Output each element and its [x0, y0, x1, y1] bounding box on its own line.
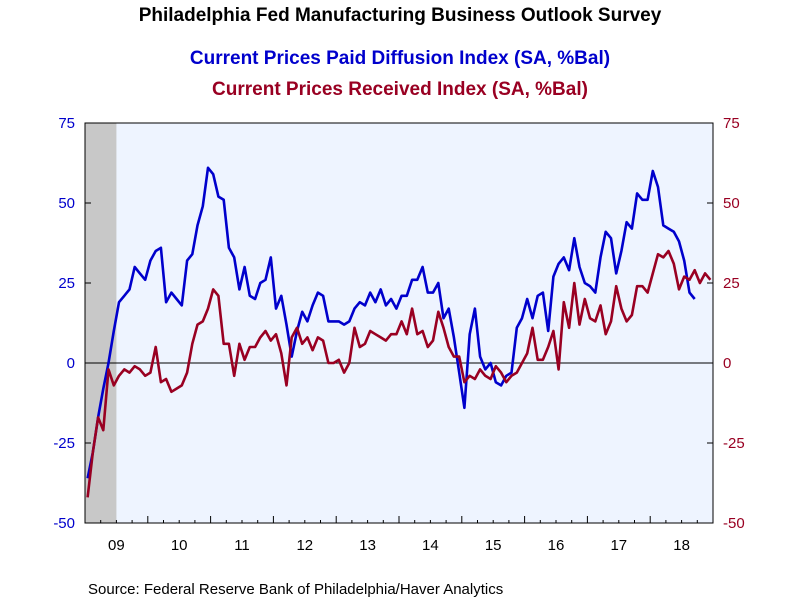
series-received-title: Current Prices Received Index (SA, %Bal) [212, 79, 588, 100]
x-tick-label: 12 [296, 537, 313, 554]
x-tick-label: 11 [234, 537, 250, 554]
x-tick-label: 13 [359, 537, 376, 554]
x-tick-label: 17 [610, 537, 627, 554]
y-left-tick-label: 25 [58, 275, 75, 292]
x-tick-label: 16 [548, 537, 565, 554]
y-left-tick-label: 75 [58, 115, 75, 132]
x-tick-label: 14 [422, 537, 439, 554]
source-note: Source: Federal Reserve Bank of Philadel… [88, 581, 503, 598]
y-left-tick-label: -50 [53, 515, 75, 532]
y-right-tick-label: 25 [723, 275, 740, 292]
y-left-tick-label: 0 [67, 355, 75, 372]
x-tick-label: 18 [673, 537, 690, 554]
x-tick-label: 10 [171, 537, 188, 554]
plot-area [85, 123, 713, 523]
y-left-tick-label: 50 [58, 195, 75, 212]
recession-shading [85, 123, 117, 523]
series-line-prices-paid [86, 166, 696, 479]
y-right-tick-label: -25 [723, 435, 745, 452]
y-right-tick-label: 0 [723, 355, 731, 372]
series-line-prices-received [86, 249, 712, 498]
x-tick-label: 09 [108, 537, 125, 554]
y-right-tick-label: -50 [723, 515, 745, 532]
y-right-tick-label: 50 [723, 195, 740, 212]
chart-title: Philadelphia Fed Manufacturing Business … [139, 5, 662, 26]
y-left-tick-label: -25 [53, 435, 75, 452]
x-tick-label: 15 [485, 537, 502, 554]
y-right-tick-label: 75 [723, 115, 740, 132]
series-paid-title: Current Prices Paid Diffusion Index (SA,… [190, 48, 610, 69]
